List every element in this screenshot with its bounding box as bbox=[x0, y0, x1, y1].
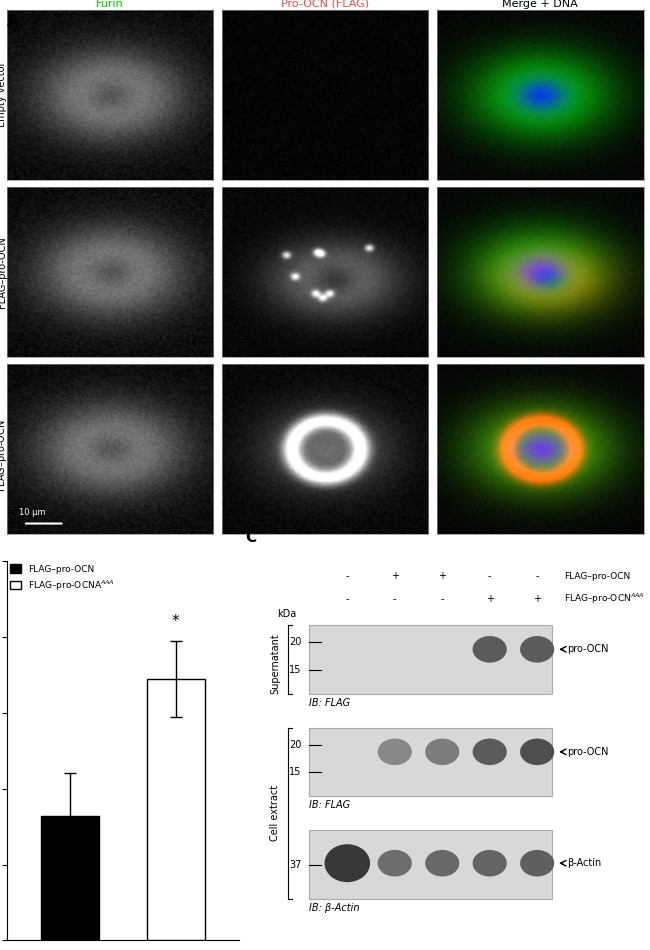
Text: +: + bbox=[391, 571, 398, 581]
Title: Merge + DNA: Merge + DNA bbox=[502, 0, 578, 9]
Text: kDa: kDa bbox=[277, 609, 296, 619]
Ellipse shape bbox=[520, 850, 554, 877]
Y-axis label: FLAG–pro-OCN: FLAG–pro-OCN bbox=[0, 236, 7, 308]
Ellipse shape bbox=[425, 850, 460, 877]
Text: C: C bbox=[245, 530, 256, 545]
Title: Furin: Furin bbox=[96, 0, 124, 9]
Ellipse shape bbox=[473, 636, 507, 662]
Ellipse shape bbox=[378, 738, 412, 765]
Ellipse shape bbox=[324, 845, 370, 883]
Text: -: - bbox=[346, 571, 349, 581]
Text: -: - bbox=[536, 571, 539, 581]
Ellipse shape bbox=[520, 636, 554, 662]
Legend: FLAG–pro-OCN, FLAG–pro-OCNA$^{AAA}$: FLAG–pro-OCN, FLAG–pro-OCNA$^{AAA}$ bbox=[6, 560, 119, 597]
Text: A: A bbox=[6, 14, 18, 29]
Text: IB: FLAG: IB: FLAG bbox=[309, 697, 350, 708]
Text: -: - bbox=[441, 594, 444, 604]
Text: 15: 15 bbox=[289, 665, 302, 674]
Ellipse shape bbox=[378, 850, 412, 877]
Text: -: - bbox=[346, 594, 349, 604]
Text: FLAG–pro-OCN: FLAG–pro-OCN bbox=[564, 572, 630, 580]
Text: 15: 15 bbox=[289, 768, 302, 777]
Text: pro-OCN: pro-OCN bbox=[567, 644, 609, 655]
Text: 20: 20 bbox=[289, 637, 302, 648]
Text: *: * bbox=[172, 615, 179, 629]
Text: Cell extract: Cell extract bbox=[270, 786, 280, 842]
Text: β-Actin: β-Actin bbox=[567, 858, 602, 868]
Text: Supernatant: Supernatant bbox=[270, 633, 280, 694]
Text: pro-OCN: pro-OCN bbox=[567, 747, 609, 757]
Bar bbox=[147, 679, 205, 940]
Ellipse shape bbox=[473, 738, 507, 765]
Ellipse shape bbox=[520, 738, 554, 765]
Text: -: - bbox=[393, 594, 396, 604]
Text: 20: 20 bbox=[289, 740, 302, 750]
Text: FLAG–pro-OCN$^{AAA}$: FLAG–pro-OCN$^{AAA}$ bbox=[564, 592, 644, 606]
Text: IB: β-Actin: IB: β-Actin bbox=[309, 902, 360, 913]
Text: 10 μm: 10 μm bbox=[19, 507, 46, 517]
Text: +: + bbox=[486, 594, 494, 604]
Ellipse shape bbox=[425, 738, 460, 765]
Ellipse shape bbox=[473, 850, 507, 877]
Y-axis label: FLAG–pro-OCN$^{AAA}$: FLAG–pro-OCN$^{AAA}$ bbox=[0, 405, 10, 492]
Text: +: + bbox=[533, 594, 541, 604]
Text: IB: FLAG: IB: FLAG bbox=[309, 800, 350, 810]
Text: +: + bbox=[438, 571, 447, 581]
Text: -: - bbox=[488, 571, 491, 581]
Bar bbox=[41, 816, 99, 940]
Title: Pro-OCN (FLAG): Pro-OCN (FLAG) bbox=[281, 0, 369, 9]
Text: 37: 37 bbox=[289, 860, 302, 869]
Y-axis label: Empty vector: Empty vector bbox=[0, 62, 7, 127]
